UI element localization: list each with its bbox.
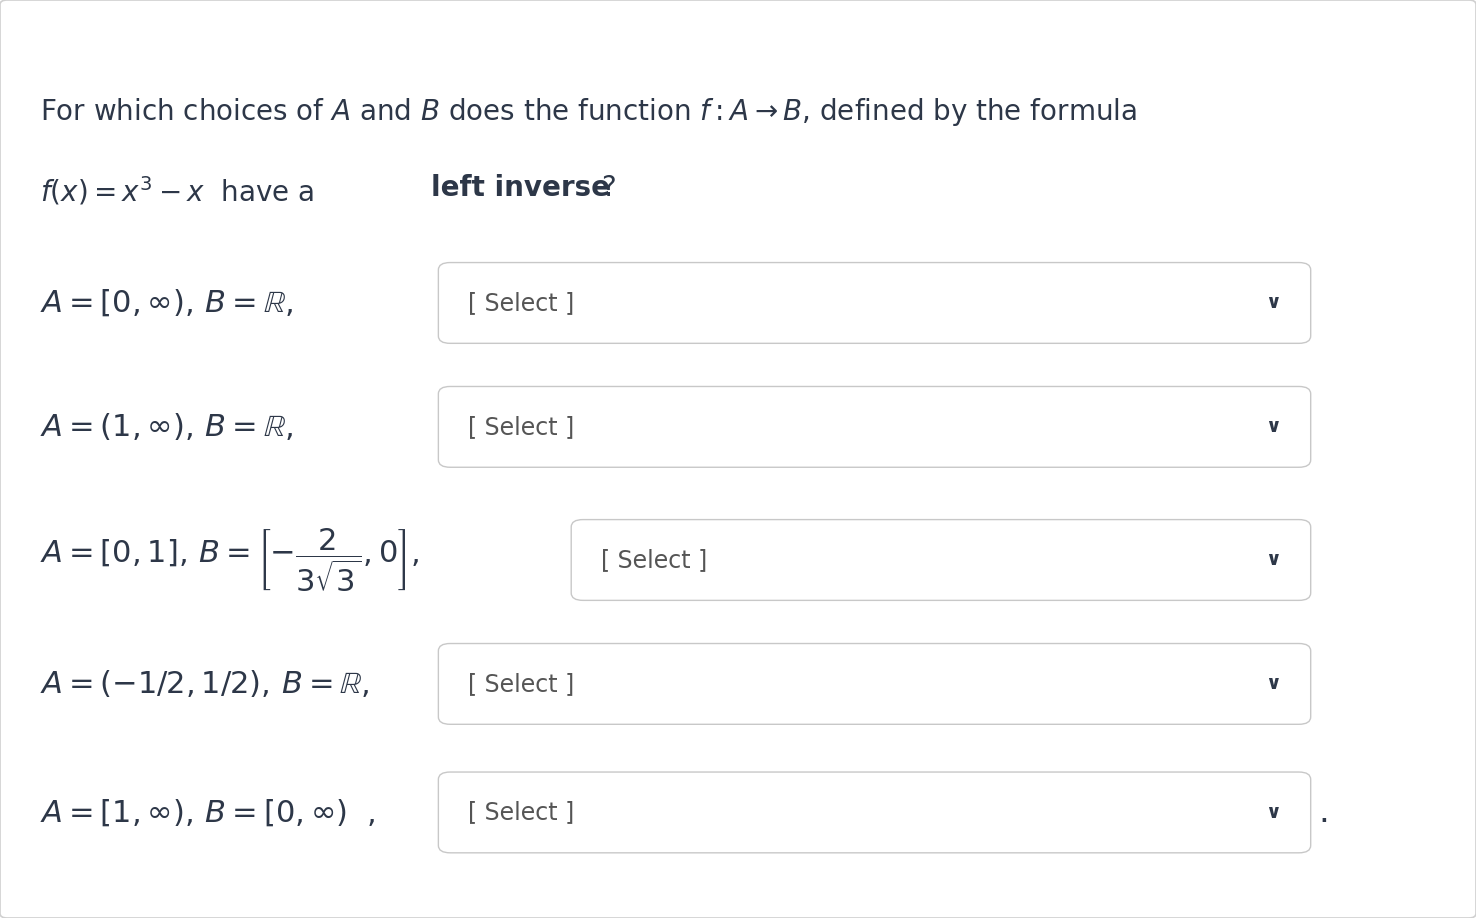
Text: ∨: ∨ bbox=[1265, 803, 1281, 822]
Text: [ Select ]: [ Select ] bbox=[468, 672, 574, 696]
Text: [ Select ]: [ Select ] bbox=[468, 800, 574, 824]
Text: ∨: ∨ bbox=[1265, 675, 1281, 693]
Text: $A = [0, 1],\, B = \left[-\dfrac{2}{3\sqrt{3}}, 0\right],$: $A = [0, 1],\, B = \left[-\dfrac{2}{3\sq… bbox=[40, 526, 419, 594]
FancyBboxPatch shape bbox=[438, 772, 1311, 853]
Text: .: . bbox=[1318, 796, 1328, 829]
Text: [ Select ]: [ Select ] bbox=[468, 291, 574, 315]
Text: For which choices of $A$ and $B$ does the function $f : A \rightarrow B$, define: For which choices of $A$ and $B$ does th… bbox=[40, 96, 1137, 129]
FancyBboxPatch shape bbox=[438, 386, 1311, 467]
Text: $A = [1, \infty),\, B = [0, \infty)$  ,: $A = [1, \infty),\, B = [0, \infty)$ , bbox=[40, 797, 375, 828]
Text: [ Select ]: [ Select ] bbox=[468, 415, 574, 439]
Text: $f(x) = x^3 - x$  have a: $f(x) = x^3 - x$ have a bbox=[40, 174, 326, 207]
Text: ∨: ∨ bbox=[1265, 294, 1281, 312]
Text: $A = (-1/2, 1/2),\, B = \mathbb{R},$: $A = (-1/2, 1/2),\, B = \mathbb{R},$ bbox=[40, 668, 369, 700]
Text: ∨: ∨ bbox=[1265, 551, 1281, 569]
FancyBboxPatch shape bbox=[571, 520, 1311, 600]
Text: ?: ? bbox=[601, 174, 615, 203]
Text: $A = [0, \infty),\, B = \mathbb{R},$: $A = [0, \infty),\, B = \mathbb{R},$ bbox=[40, 287, 292, 319]
Text: $A = (1, \infty),\, B = \mathbb{R},$: $A = (1, \infty),\, B = \mathbb{R},$ bbox=[40, 411, 292, 442]
Text: [ Select ]: [ Select ] bbox=[601, 548, 707, 572]
Text: ∨: ∨ bbox=[1265, 418, 1281, 436]
FancyBboxPatch shape bbox=[438, 644, 1311, 724]
FancyBboxPatch shape bbox=[438, 263, 1311, 343]
Text: left inverse: left inverse bbox=[431, 174, 610, 203]
